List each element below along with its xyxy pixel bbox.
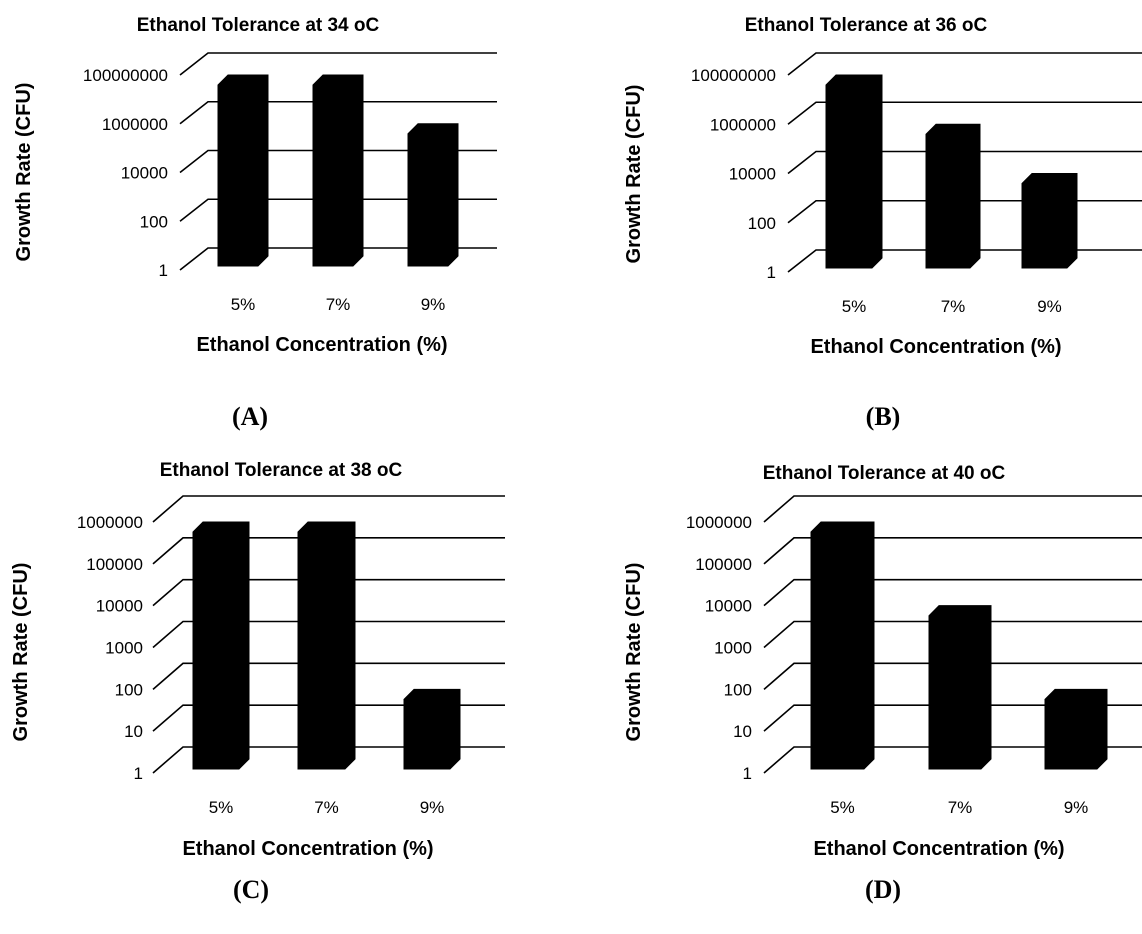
x-tick-label: 7% (941, 297, 966, 316)
bar-7pct (297, 521, 356, 770)
bar-5pct (217, 74, 269, 267)
panel-label: (B) (866, 402, 901, 431)
y-tick-label: 1000000 (686, 513, 752, 532)
gridline (152, 662, 505, 690)
panel-label: (A) (232, 402, 268, 431)
y-tick-label: 10000 (705, 597, 752, 616)
gridline (179, 247, 497, 271)
gridline (152, 620, 505, 649)
y-tick-label: 10000 (121, 164, 168, 183)
x-tick-label: 5% (231, 295, 256, 314)
y-tick-label: 1 (134, 764, 143, 783)
gridline (763, 620, 1142, 649)
y-tick-label: 1 (767, 263, 776, 282)
gridline (152, 704, 505, 732)
bar-9pct (1044, 688, 1108, 770)
y-tick-label: 1000 (105, 639, 143, 658)
y-tick-label: 100000000 (83, 66, 168, 85)
x-axis-label: Ethanol Concentration (%) (196, 334, 447, 356)
y-tick-label: 1 (743, 764, 752, 783)
gridline (787, 101, 1142, 125)
y-tick-label: 10 (733, 722, 752, 741)
gridline (763, 495, 1142, 523)
bar-5pct (192, 521, 250, 770)
gridline (787, 52, 1142, 76)
y-tick-label: 1000000 (710, 115, 776, 134)
y-tick-label: 100000 (86, 555, 143, 574)
chart-title: Ethanol Tolerance at 34 oC (137, 15, 380, 36)
y-tick-label: 1000000 (77, 513, 143, 532)
x-axis-label: Ethanol Concentration (%) (813, 838, 1064, 860)
chart-panel-1: Ethanol Tolerance at 34 oC 1 100 10000 10000… (13, 15, 497, 431)
bar-5pct (825, 74, 883, 269)
x-tick-label: 9% (1064, 798, 1089, 817)
y-tick-label: 1 (159, 261, 168, 280)
gridline (763, 537, 1142, 565)
y-tick-label: 1000000 (102, 115, 168, 134)
y-axis-label: Growth Rate (CFU) (623, 85, 645, 264)
bar-7pct (925, 123, 981, 269)
x-tick-label: 5% (209, 798, 234, 817)
gridline (152, 537, 505, 565)
x-tick-label: 9% (421, 295, 446, 314)
y-tick-label: 100000000 (691, 66, 776, 85)
gridline (763, 578, 1142, 607)
gridline (152, 495, 505, 523)
gridline (179, 100, 497, 125)
y-tick-label: 100000 (695, 555, 752, 574)
x-axis-label: Ethanol Concentration (%) (810, 336, 1061, 358)
x-tick-label: 7% (948, 798, 973, 817)
y-tick-label: 100 (140, 212, 168, 231)
x-tick-label: 5% (830, 798, 855, 817)
gridline (787, 150, 1142, 175)
x-tick-label: 7% (314, 798, 339, 817)
y-tick-label: 100 (724, 680, 752, 699)
x-tick-label: 9% (1037, 297, 1062, 316)
bar-9pct (407, 123, 459, 267)
x-axis-label: Ethanol Concentration (%) (182, 838, 433, 860)
bar-7pct (928, 605, 992, 770)
gridline (179, 149, 497, 174)
gridline (179, 198, 497, 222)
y-tick-label: 100 (115, 680, 143, 699)
panel-label: (D) (865, 875, 901, 904)
y-axis-label: Growth Rate (CFU) (13, 83, 35, 262)
chart-panel-2: Ethanol Tolerance at 36 oC 1 100 10000 10000… (623, 15, 1142, 431)
y-tick-label: 10000 (729, 165, 776, 184)
y-tick-label: 10 (124, 722, 143, 741)
gridline (152, 746, 505, 774)
x-tick-label: 9% (420, 798, 445, 817)
y-tick-label: 10000 (96, 597, 143, 616)
bar-7pct (312, 74, 364, 267)
chart-title: Ethanol Tolerance at 36 oC (745, 15, 988, 36)
y-axis-label: Growth Rate (CFU) (10, 563, 32, 742)
y-tick-label: 1000 (714, 639, 752, 658)
y-tick-label: 100 (748, 214, 776, 233)
chart-panel-4: Ethanol Tolerance at 40 oC 1 10 100 1000 1000… (623, 463, 1142, 904)
gridline (179, 52, 497, 76)
panel-label: (C) (233, 875, 269, 904)
chart-panel-3: Ethanol Tolerance at 38 oC 1 10 100 1000 1000… (10, 460, 505, 904)
bar-5pct (810, 521, 875, 770)
x-tick-label: 7% (326, 295, 351, 314)
x-tick-label: 5% (842, 297, 867, 316)
gridline (763, 704, 1142, 732)
gridline (152, 578, 505, 607)
chart-title: Ethanol Tolerance at 40 oC (763, 463, 1006, 484)
bar-9pct (403, 688, 461, 770)
chart-title: Ethanol Tolerance at 38 oC (160, 460, 403, 481)
bar-9pct (1021, 173, 1078, 269)
gridline (763, 662, 1142, 690)
y-axis-label: Growth Rate (CFU) (623, 563, 645, 742)
gridline (763, 746, 1142, 774)
